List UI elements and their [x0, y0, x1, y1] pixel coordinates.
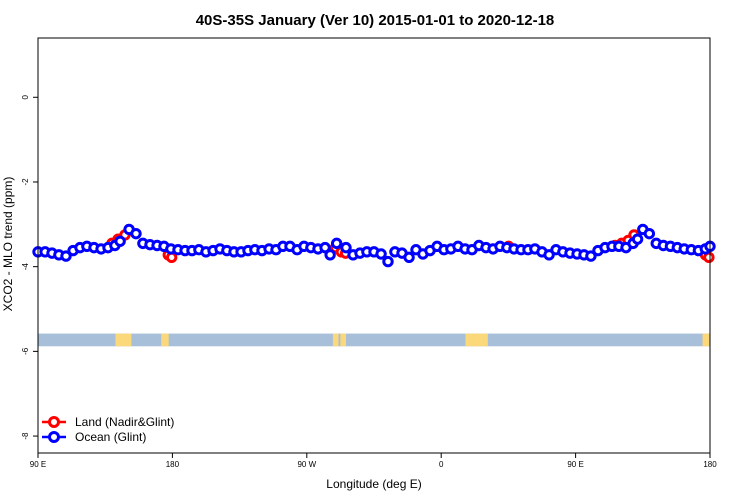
- data-point: [114, 235, 126, 247]
- data-point: [319, 241, 331, 254]
- data-point: [585, 250, 597, 262]
- x-tick-label: 90 W: [297, 460, 316, 469]
- land-patch: [465, 333, 488, 347]
- data-point: [643, 227, 656, 240]
- data-point: [403, 251, 415, 264]
- legend: Land (Nadir&Glint) Ocean (Glint): [42, 415, 174, 444]
- x-tick-label: 180: [703, 460, 717, 469]
- plot-frame: [37, 37, 711, 454]
- land-patch: [332, 333, 339, 347]
- x-axis-ticks: 90 E 180 90 W 0 90 E 180: [30, 453, 717, 469]
- y-tick-label: -2: [21, 178, 30, 186]
- data-point: [375, 248, 387, 260]
- legend-ocean-label: Ocean (Glint): [75, 430, 146, 444]
- legend-land-marker: [48, 416, 60, 428]
- data-point: [330, 237, 343, 250]
- legend-ocean-marker: [48, 431, 60, 443]
- data-point: [631, 233, 644, 245]
- x-tick-label: 0: [439, 460, 444, 469]
- land-patches: [115, 333, 710, 347]
- legend-entry-ocean: Ocean (Glint): [42, 430, 146, 444]
- land-patch: [702, 333, 710, 347]
- series-ocean: [32, 223, 716, 268]
- y-tick-label: 0: [21, 95, 30, 100]
- y-tick-label: -6: [21, 347, 30, 355]
- data-point: [340, 241, 352, 254]
- x-tick-label: 90 E: [567, 460, 583, 469]
- land-ocean-strip: [38, 333, 710, 347]
- y-axis-ticks: 0 -2 -4 -6 -8: [21, 95, 38, 440]
- legend-entry-land: Land (Nadir&Glint): [42, 415, 174, 429]
- land-patch: [340, 333, 346, 347]
- chart-title: 40S-35S January (Ver 10) 2015-01-01 to 2…: [196, 12, 555, 29]
- data-point: [130, 227, 142, 240]
- ocean-strip: [38, 333, 710, 347]
- y-tick-label: -8: [21, 432, 30, 440]
- x-axis-label: Longitude (deg E): [326, 477, 421, 491]
- land-patch: [161, 333, 169, 347]
- data-series: [32, 223, 716, 268]
- x-tick-label: 180: [166, 460, 180, 469]
- data-point: [382, 255, 394, 268]
- y-tick-label: -4: [21, 263, 30, 271]
- legend-land-label: Land (Nadir&Glint): [75, 415, 174, 429]
- data-point: [324, 249, 336, 261]
- data-point: [60, 250, 72, 262]
- land-patch: [115, 333, 132, 347]
- x-tick-label: 90 E: [30, 460, 46, 469]
- y-axis-label: XCO2 - MLO trend (ppm): [1, 177, 15, 312]
